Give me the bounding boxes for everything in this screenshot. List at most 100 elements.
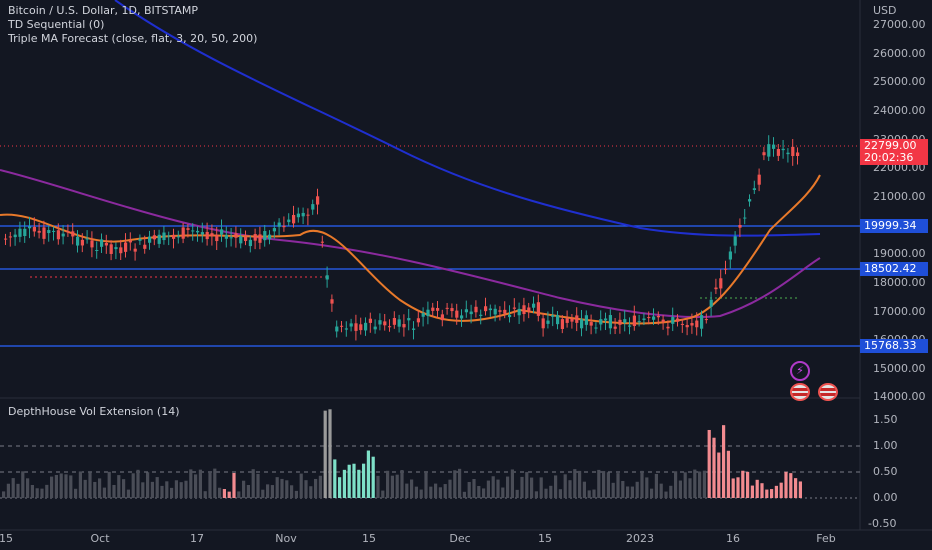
volume-bar [69, 475, 73, 498]
candle-body [37, 230, 41, 233]
volume-bar [664, 491, 668, 498]
horizontal-levels [0, 145, 860, 347]
volume-bar [717, 452, 721, 498]
candle-body [306, 214, 310, 216]
candle-body [373, 326, 377, 330]
candle-body [479, 314, 483, 316]
candle-body [666, 326, 670, 329]
candle-body [52, 230, 56, 232]
volume-bar [78, 471, 82, 498]
volume-bar [213, 468, 217, 498]
candle-body [301, 212, 305, 217]
candle-body [412, 328, 416, 330]
us-flag-icon[interactable] [790, 383, 810, 401]
volume-bar [174, 480, 178, 498]
volume-bar [386, 470, 390, 498]
volume-bar [736, 477, 740, 498]
volume-bar [112, 484, 116, 498]
volume-bar [309, 486, 313, 498]
candle-body [700, 315, 704, 329]
level-tag-19999: 19999.34 [860, 219, 928, 233]
volume-bar [789, 473, 793, 498]
volume-bar [472, 478, 476, 498]
volume-bars [2, 409, 802, 498]
volume-bar [198, 469, 202, 498]
candle-body [162, 232, 166, 241]
volume-bar [64, 474, 68, 498]
volume-bar [50, 476, 54, 498]
candle-body [676, 318, 680, 322]
volume-bar [568, 480, 572, 498]
candle-body [469, 311, 473, 315]
volume-bar [371, 456, 375, 498]
time-tick-label: 15 [538, 532, 552, 545]
volume-bar [357, 469, 361, 498]
level-tag-15768: 15768.33 [860, 339, 928, 353]
price-tick-label: 19000.00 [873, 247, 926, 261]
candle-body [580, 319, 584, 329]
volume-bar [731, 478, 735, 498]
volume-bar [117, 475, 121, 498]
volume-bar [539, 477, 543, 498]
candle-body [738, 224, 742, 228]
time-tick-label: Nov [275, 532, 297, 545]
volume-bar [323, 410, 327, 498]
volume-bar [6, 483, 10, 498]
volume-bar [237, 491, 241, 498]
volume-bar [458, 468, 462, 498]
volume-bar [35, 488, 39, 498]
volume-bar [189, 469, 193, 498]
volume-bar [429, 486, 433, 498]
candle-body [599, 319, 603, 325]
volume-bar [285, 480, 289, 498]
volume-bar [510, 469, 514, 498]
volume-bar [654, 473, 658, 498]
candle-body [253, 234, 257, 241]
candle-body [85, 238, 89, 240]
volume-bar [798, 481, 802, 498]
candle-body [767, 144, 771, 157]
candle-body [378, 320, 382, 325]
candle-body [719, 278, 723, 289]
candle-body [440, 314, 444, 321]
candle-body [66, 231, 70, 233]
volume-bar [477, 486, 481, 498]
volume-bar [774, 485, 778, 498]
td-sequential-legend[interactable]: TD Sequential (0) [8, 18, 105, 31]
candle-body [488, 308, 492, 311]
volume-bar [741, 470, 745, 498]
symbol-legend[interactable]: Bitcoin / U.S. Dollar, 1D, BITSTAMP [8, 4, 198, 17]
candle-body [172, 234, 176, 239]
volume-bar [227, 491, 231, 498]
candle-body [685, 324, 689, 328]
candle-body [397, 319, 401, 327]
candle-body [757, 174, 761, 185]
volume-bar [587, 490, 591, 498]
candle-body [364, 322, 368, 331]
time-tick-label: 15 [0, 532, 13, 545]
us-flag-icon[interactable] [818, 383, 838, 401]
volume-bar [376, 475, 380, 498]
candle-body [762, 152, 766, 156]
vol-indicator-legend[interactable]: DepthHouse Vol Extension (14) [8, 405, 180, 418]
candle-body [282, 225, 286, 228]
volume-bar [669, 485, 673, 498]
volume-bar [563, 474, 567, 498]
candle-body [508, 314, 512, 318]
volume-bar [54, 474, 58, 498]
volume-bar [506, 476, 510, 498]
volume-bar [760, 483, 764, 498]
volume-bar [621, 480, 625, 498]
volume-bar [194, 474, 198, 498]
volume-bar [314, 478, 318, 498]
candle-body [652, 316, 656, 320]
candle-body [791, 146, 795, 157]
volume-bar [746, 471, 750, 498]
triple-ma-legend[interactable]: Triple MA Forecast (close, flat, 3, 20, … [8, 32, 258, 45]
candle-body [623, 319, 627, 323]
volume-bar [45, 484, 49, 498]
candle-body [4, 238, 8, 240]
lightning-icon[interactable]: ⚡ [790, 361, 810, 381]
